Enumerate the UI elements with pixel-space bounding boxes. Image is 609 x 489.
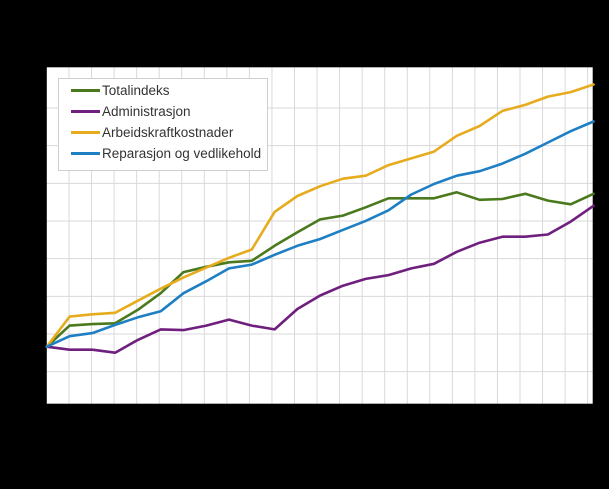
legend: Totalindeks Administrasjon Arbeidskraftk… xyxy=(58,78,268,171)
legend-label-totalindeks: Totalindeks xyxy=(102,82,170,98)
legend-line-swatch xyxy=(71,152,100,155)
legend-label-arbeidskraftkostnader: Arbeidskraftkostnader xyxy=(102,124,234,140)
series-line-reparasjon-og-vedlikehold xyxy=(45,120,595,349)
legend-item-reparasjon-og-vedlikehold[interactable]: Reparasjon og vedlikehold xyxy=(71,143,267,164)
legend-line-swatch xyxy=(71,89,100,92)
legend-item-arbeidskraftkostnader[interactable]: Arbeidskraftkostnader xyxy=(71,122,267,143)
legend-item-totalindeks[interactable]: Totalindeks xyxy=(71,80,267,101)
series-line-totalindeks xyxy=(45,191,595,349)
legend-item-administrasjon[interactable]: Administrasjon xyxy=(71,101,267,122)
legend-line-swatch xyxy=(71,110,100,113)
legend-label-reparasjon-og-vedlikehold: Reparasjon og vedlikehold xyxy=(102,145,262,161)
series-line-administrasjon xyxy=(45,204,595,355)
legend-line-swatch xyxy=(71,131,100,134)
series-line-arbeidskraftkostnader xyxy=(45,83,595,349)
legend-label-administrasjon: Administrasjon xyxy=(102,103,191,119)
